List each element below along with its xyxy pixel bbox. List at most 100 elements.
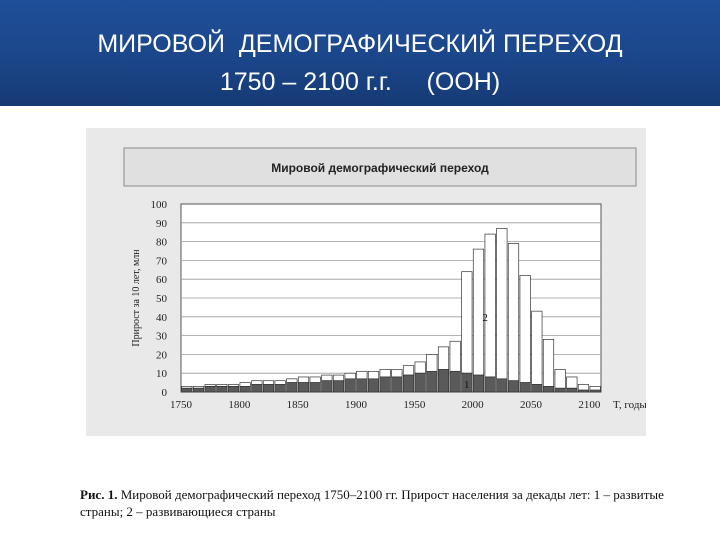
bar-series-1 [496, 378, 508, 393]
slide-header: МИРОВОЙ ДЕМОГРАФИЧЕСКИЙ ПЕРЕХОД 1750 – 2… [0, 0, 720, 106]
bar-series-1 [227, 386, 240, 393]
x-tick-labels: 1750 1800 1850 1900 1950 2000 2050 2100 [170, 399, 601, 411]
bar-series-1 [484, 376, 496, 393]
bar-series-1 [414, 372, 426, 393]
bar-series-2 [356, 370, 368, 380]
bar-series-2 [449, 340, 461, 372]
bar-series-2 [496, 228, 508, 380]
bar-series-1 [472, 374, 485, 393]
bar-series-1 [309, 382, 321, 393]
bar-series-2 [286, 378, 298, 383]
bar-series-2 [542, 339, 555, 387]
bar-series-2 [367, 370, 380, 380]
x-tick-label: 2050 [520, 399, 543, 411]
bar-series-2 [577, 384, 590, 391]
bar-series-2 [332, 374, 345, 382]
y-tick-label: 90 [156, 218, 168, 230]
bar-series-1 [332, 380, 345, 393]
bar-series-2 [239, 382, 251, 387]
figure-caption: Рис. 1. Мировой демографический переход … [80, 486, 700, 520]
y-tick-label: 60 [156, 274, 168, 286]
bar-series-2 [402, 365, 415, 376]
bar-series-2 [426, 354, 438, 372]
bar-series-1 [274, 384, 286, 393]
bar-series-1 [216, 386, 228, 393]
bar-series-2 [414, 361, 426, 374]
bar-series-1 [566, 387, 578, 393]
bar-series-2 [321, 374, 333, 382]
x-tick-label: 1850 [287, 399, 310, 411]
bar-series-1 [449, 370, 461, 393]
bar-series-2 [531, 310, 543, 385]
bar-series-2 [344, 372, 356, 380]
bar-series-2 [461, 271, 473, 374]
bar-series-2 [251, 380, 263, 385]
x-tick-label: 2000 [462, 399, 485, 411]
bar-series-1 [251, 384, 263, 393]
y-tick-label: 50 [156, 293, 168, 305]
chart-title-box [123, 147, 637, 187]
chart-title: Мировой демографический переход [271, 161, 489, 175]
y-axis-label: Прирост за 10 лет, млн [131, 249, 142, 347]
bar-series-1 [391, 376, 403, 393]
y-tick-label: 40 [156, 312, 168, 324]
x-tick-label: 1800 [228, 399, 251, 411]
bar-series-1 [356, 378, 368, 393]
x-tick-label: 1900 [345, 399, 368, 411]
bar-series-1 [589, 389, 601, 393]
bar-series-1 [321, 380, 333, 393]
bar-series-1 [286, 382, 298, 393]
bar-series-1 [239, 386, 251, 393]
grid-lines [181, 222, 601, 374]
bar-series-2 [274, 380, 286, 385]
series-2-label: 2 [482, 312, 488, 324]
bar-series-1 [402, 374, 415, 393]
bar-series-2 [566, 376, 578, 389]
bar-series-2 [484, 233, 496, 378]
bar-series-1 [554, 387, 566, 393]
bar-series-1 [204, 386, 216, 393]
x-tick-label: 2100 [578, 399, 601, 411]
caption-label: Рис. 1. [80, 487, 118, 502]
series-1-label: 1 [464, 379, 470, 391]
bar-series-1 [262, 384, 275, 393]
y-tick-label: 10 [156, 368, 168, 380]
y-tick-label: 70 [156, 255, 168, 267]
bar-series-1 [461, 372, 473, 393]
bar-series-1 [192, 387, 205, 393]
caption-text: Мировой демографический переход 1750–210… [80, 487, 664, 519]
bar-series-2 [437, 346, 450, 370]
y-tick-label: 0 [162, 387, 168, 399]
bars [181, 228, 601, 393]
y-tick-labels: 0 10 20 30 40 50 60 70 80 90 100 [151, 199, 168, 399]
bar-series-1 [426, 370, 438, 393]
bar-series-1 [344, 378, 356, 393]
y-tick-label: 80 [156, 237, 168, 249]
bar-series-2 [519, 275, 531, 383]
x-tick-label: 1950 [403, 399, 426, 411]
bar-series-2 [507, 243, 520, 382]
demographic-transition-chart: Мировой демографический переход 0 10 20 30 4… [123, 147, 646, 411]
bar-series-2 [391, 369, 403, 378]
bar-series-1 [367, 378, 380, 393]
bar-series-2 [297, 376, 310, 383]
bar-series-2 [262, 380, 275, 385]
bar-series-1 [181, 387, 193, 393]
slide-title-line-2: 1750 – 2100 г.г. (ООН) [219, 68, 501, 96]
bar-series-1 [519, 382, 531, 393]
y-tick-label: 30 [156, 331, 168, 343]
bar-series-1 [577, 389, 590, 393]
slide-title-line-1: МИРОВОЙ ДЕМОГРАФИЧЕСКИЙ ПЕРЕХОД [97, 30, 623, 58]
bar-series-1 [297, 382, 310, 393]
bar-series-1 [542, 386, 555, 393]
bar-series-2 [309, 376, 321, 383]
bar-series-2 [379, 369, 391, 378]
bar-series-2 [554, 369, 566, 389]
x-tick-label: 1750 [170, 399, 193, 411]
bar-series-1 [507, 380, 520, 393]
y-tick-label: 100 [151, 199, 168, 211]
bar-series-1 [531, 384, 543, 393]
bar-series-2 [589, 386, 601, 391]
bar-series-1 [379, 376, 391, 393]
x-axis-label: T, годы [613, 399, 646, 411]
